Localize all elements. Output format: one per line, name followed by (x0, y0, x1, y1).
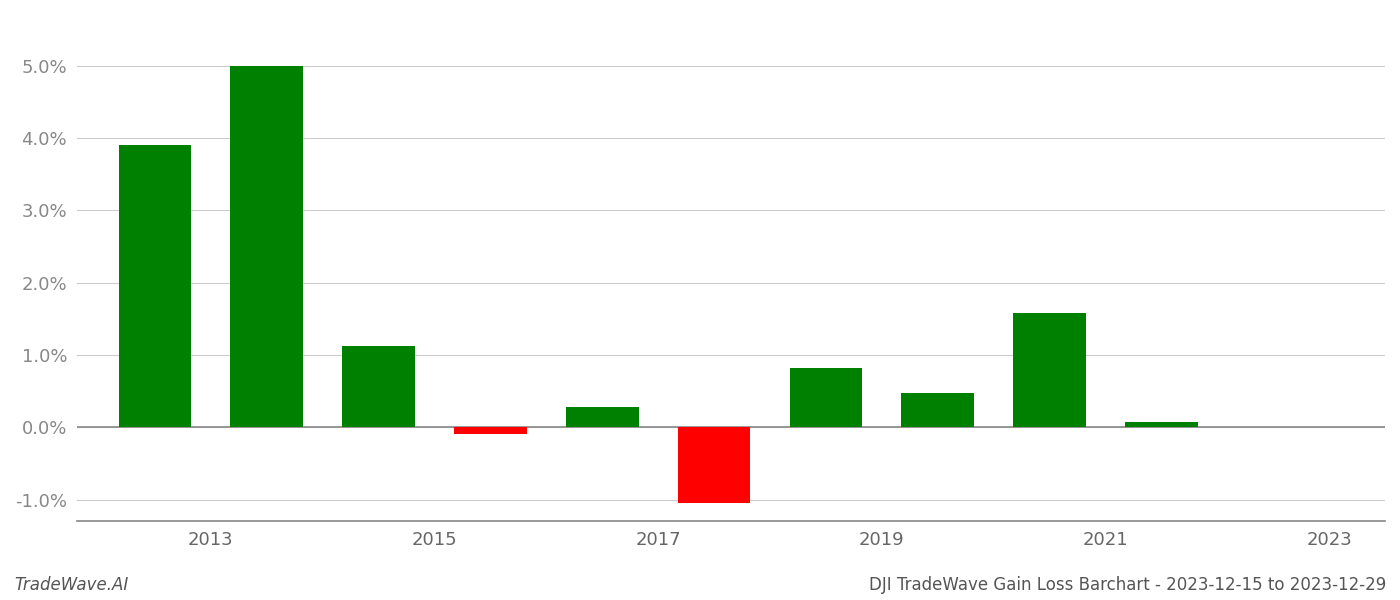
Bar (342, 346, 414, 427)
Bar (678, 427, 750, 503)
Text: TradeWave.AI: TradeWave.AI (14, 576, 129, 594)
Bar (566, 407, 638, 427)
Bar (454, 427, 526, 434)
Bar (790, 368, 862, 427)
Bar (231, 65, 304, 427)
Bar (1014, 313, 1086, 427)
Text: DJI TradeWave Gain Loss Barchart - 2023-12-15 to 2023-12-29: DJI TradeWave Gain Loss Barchart - 2023-… (869, 576, 1386, 594)
Bar (902, 393, 974, 427)
Bar (119, 145, 192, 427)
Bar (1126, 422, 1198, 427)
